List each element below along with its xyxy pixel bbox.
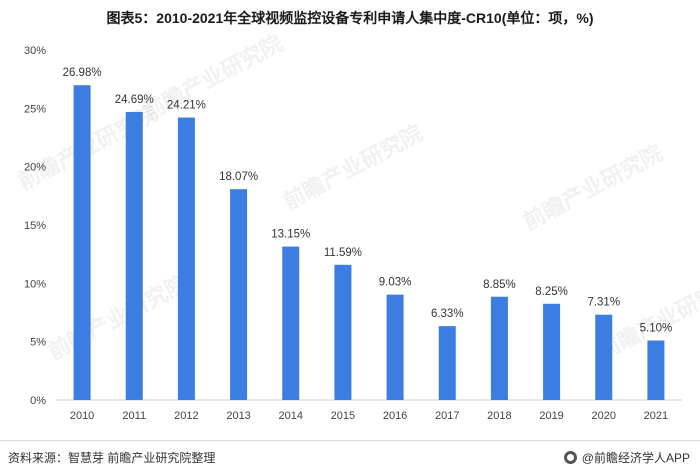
x-tick-label-2019: 2019 bbox=[539, 410, 563, 422]
x-tick-label-2018: 2018 bbox=[487, 410, 511, 422]
bar-2010 bbox=[73, 85, 91, 400]
x-tick-label-2021: 2021 bbox=[644, 410, 668, 422]
bar-2011 bbox=[125, 111, 143, 400]
chart-title: 图表5：2010-2021年全球视频监控设备专利申请人集中度-CR10(单位：项… bbox=[106, 10, 594, 26]
bar-chart: 0% 5% 10% 15% 20% 25% 30% 2010 2011 2012 2013 2014… bbox=[24, 45, 682, 422]
x-tick-label-2017: 2017 bbox=[435, 410, 459, 422]
x-tick-label-2010: 2010 bbox=[70, 410, 94, 422]
x-tick-label-2011: 2011 bbox=[122, 410, 146, 422]
y-tick-label: 10% bbox=[24, 278, 46, 290]
data-labels: 26.98% 24.69% 24.21% 18.07% 13.15% 11.59% 9.03… bbox=[63, 67, 673, 334]
bar-2012 bbox=[177, 117, 195, 401]
x-tick-label-2012: 2012 bbox=[174, 410, 198, 422]
x-tick-label-2015: 2015 bbox=[331, 410, 355, 422]
bar-series bbox=[73, 85, 665, 401]
y-tick-label: 20% bbox=[24, 162, 46, 174]
footer: 资料来源：智慧芽 前瞻产业研究院整理 @前瞻经济学人APP bbox=[0, 440, 700, 473]
x-tick-label-2013: 2013 bbox=[226, 410, 250, 422]
x-tick-label-2016: 2016 bbox=[383, 410, 407, 422]
bar-2020 bbox=[595, 314, 613, 400]
brand: @前瞻经济学人APP bbox=[563, 449, 690, 466]
bar-2018 bbox=[490, 296, 508, 400]
bar-2014 bbox=[282, 246, 300, 400]
data-label-2019: 8.25% bbox=[535, 286, 568, 298]
brand-logo-icon bbox=[563, 451, 577, 464]
x-axis: 2010 2011 2012 2013 2014 2015 2016 2017 2018 2019… bbox=[56, 399, 682, 422]
y-tick-label: 15% bbox=[24, 220, 46, 232]
bar-2016 bbox=[386, 294, 404, 400]
x-tick-label-2014: 2014 bbox=[279, 410, 303, 422]
data-label-2018: 8.85% bbox=[483, 279, 516, 291]
bar-2019 bbox=[543, 303, 561, 400]
source-note: 资料来源：智慧芽 前瞻产业研究院整理 bbox=[8, 451, 216, 465]
y-tick-label: 0% bbox=[30, 395, 46, 407]
data-label-2015: 11.59% bbox=[324, 247, 362, 259]
data-label-2016: 9.03% bbox=[379, 277, 412, 289]
data-label-2010: 26.98% bbox=[63, 67, 102, 79]
data-label-2013: 18.07% bbox=[219, 171, 258, 183]
data-label-2014: 13.15% bbox=[271, 229, 310, 241]
x-tick-label-2020: 2020 bbox=[592, 410, 616, 422]
data-label-2021: 5.10% bbox=[640, 323, 673, 335]
bar-2013 bbox=[230, 189, 248, 400]
y-axis: 0% 5% 10% 15% 20% 25% 30% bbox=[24, 45, 46, 407]
brand-label: @前瞻经济学人APP bbox=[581, 451, 690, 465]
data-label-2011: 24.69% bbox=[115, 94, 154, 106]
data-label-2020: 7.31% bbox=[587, 297, 620, 309]
data-label-2012: 24.21% bbox=[167, 100, 206, 112]
y-tick-label: 30% bbox=[24, 45, 46, 57]
data-label-2017: 6.33% bbox=[431, 308, 464, 320]
y-tick-label: 25% bbox=[24, 103, 46, 115]
bar-2015 bbox=[334, 264, 352, 400]
bar-2017 bbox=[438, 326, 456, 400]
y-tick-label: 5% bbox=[30, 337, 46, 349]
bar-2021 bbox=[647, 340, 665, 400]
